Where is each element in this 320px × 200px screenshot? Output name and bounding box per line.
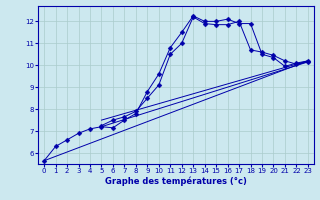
X-axis label: Graphe des températures (°c): Graphe des températures (°c) <box>105 177 247 186</box>
